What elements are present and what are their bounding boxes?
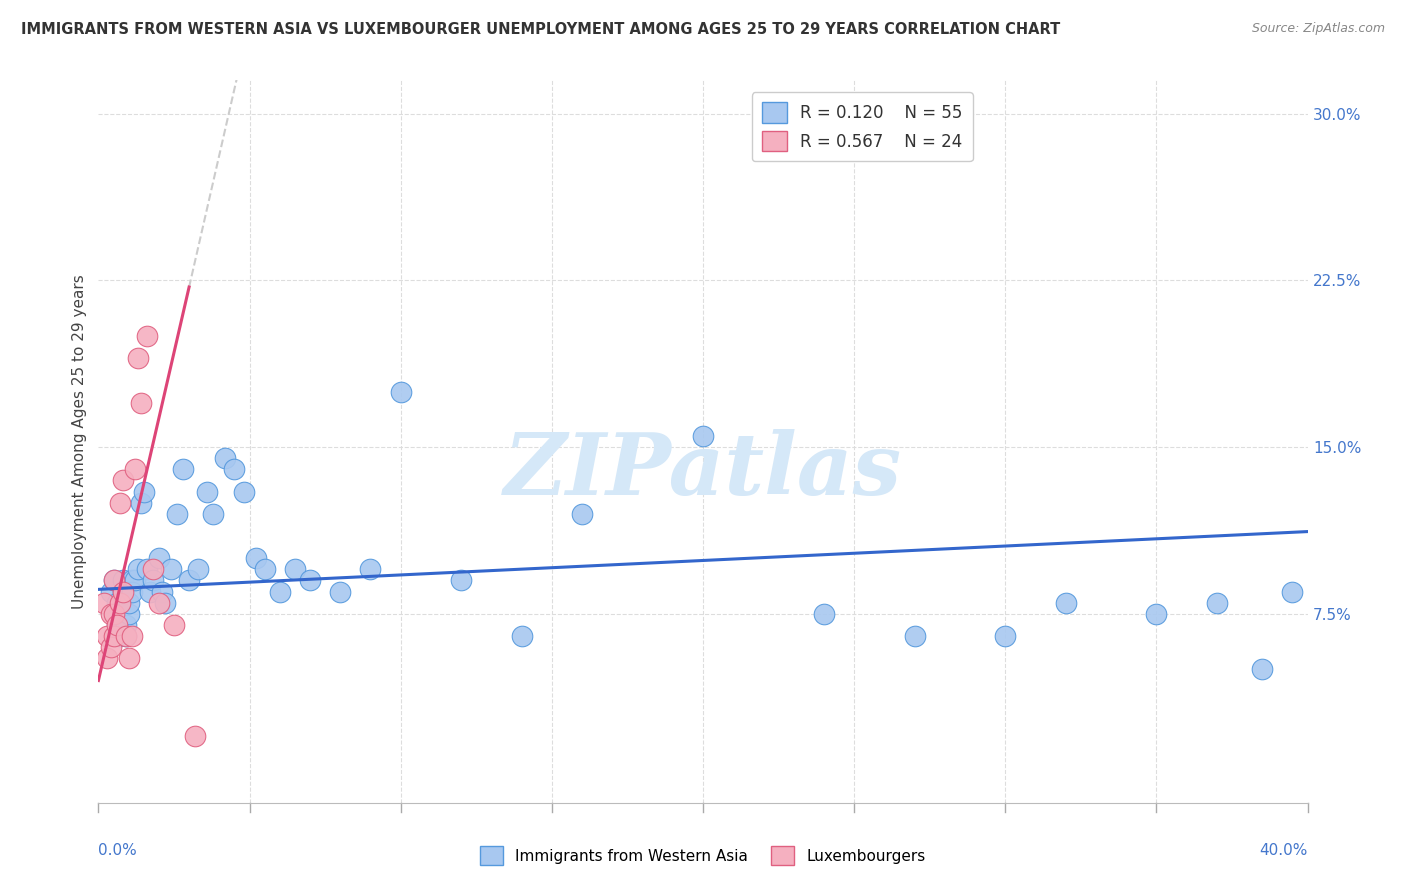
Point	[269, 584, 291, 599]
Point	[187, 562, 209, 576]
Point	[142, 562, 165, 576]
Point	[450, 574, 472, 588]
Point	[166, 507, 188, 521]
Point	[184, 729, 207, 743]
Point	[100, 607, 122, 621]
Point	[1251, 662, 1274, 676]
Point	[253, 562, 276, 576]
Point	[135, 562, 157, 576]
Legend: R = 0.120    N = 55, R = 0.567    N = 24: R = 0.120 N = 55, R = 0.567 N = 24	[752, 92, 973, 161]
Point	[214, 451, 236, 466]
Point	[121, 629, 143, 643]
Point	[105, 596, 128, 610]
Point	[108, 496, 131, 510]
Point	[148, 596, 170, 610]
Point	[114, 629, 136, 643]
Point	[124, 462, 146, 476]
Point	[127, 351, 149, 366]
Point	[232, 484, 254, 499]
Point	[135, 329, 157, 343]
Point	[994, 629, 1017, 643]
Point	[329, 584, 352, 599]
Point	[142, 574, 165, 588]
Point	[121, 574, 143, 588]
Point	[139, 584, 162, 599]
Point	[118, 651, 141, 665]
Point	[105, 618, 128, 632]
Point	[118, 596, 141, 610]
Point	[360, 562, 382, 576]
Point	[160, 562, 183, 576]
Text: 0.0%: 0.0%	[98, 843, 138, 858]
Point	[224, 462, 246, 476]
Point	[96, 651, 118, 665]
Point	[172, 462, 194, 476]
Point	[153, 596, 176, 610]
Point	[813, 607, 835, 621]
Legend: Immigrants from Western Asia, Luxembourgers: Immigrants from Western Asia, Luxembourg…	[474, 840, 932, 871]
Text: 40.0%: 40.0%	[1260, 843, 1308, 858]
Point	[121, 584, 143, 599]
Point	[114, 618, 136, 632]
Point	[96, 629, 118, 643]
Point	[510, 629, 533, 643]
Point	[103, 574, 125, 588]
Point	[148, 551, 170, 566]
Point	[124, 574, 146, 588]
Point	[129, 496, 152, 510]
Point	[299, 574, 322, 588]
Point	[245, 551, 267, 566]
Point	[118, 607, 141, 621]
Point	[202, 507, 225, 521]
Point	[904, 629, 927, 643]
Point	[129, 395, 152, 409]
Point	[100, 584, 122, 599]
Point	[111, 474, 134, 488]
Point	[150, 584, 173, 599]
Point	[111, 584, 134, 599]
Point	[179, 574, 201, 588]
Point	[103, 607, 125, 621]
Point	[111, 584, 134, 599]
Point	[108, 596, 131, 610]
Point	[108, 629, 131, 643]
Text: Source: ZipAtlas.com: Source: ZipAtlas.com	[1251, 22, 1385, 36]
Point	[1144, 607, 1167, 621]
Point	[93, 596, 115, 610]
Point	[108, 596, 131, 610]
Point	[114, 629, 136, 643]
Point	[132, 484, 155, 499]
Point	[103, 607, 125, 621]
Point	[100, 640, 122, 655]
Text: ZIPatlas: ZIPatlas	[503, 429, 903, 512]
Point	[692, 429, 714, 443]
Point	[103, 629, 125, 643]
Point	[284, 562, 307, 576]
Point	[389, 384, 412, 399]
Text: IMMIGRANTS FROM WESTERN ASIA VS LUXEMBOURGER UNEMPLOYMENT AMONG AGES 25 TO 29 YE: IMMIGRANTS FROM WESTERN ASIA VS LUXEMBOU…	[21, 22, 1060, 37]
Y-axis label: Unemployment Among Ages 25 to 29 years: Unemployment Among Ages 25 to 29 years	[72, 274, 87, 609]
Point	[1281, 584, 1303, 599]
Point	[1054, 596, 1077, 610]
Point	[103, 574, 125, 588]
Point	[571, 507, 593, 521]
Point	[1206, 596, 1229, 610]
Point	[195, 484, 218, 499]
Point	[163, 618, 186, 632]
Point	[127, 562, 149, 576]
Point	[105, 618, 128, 632]
Point	[111, 574, 134, 588]
